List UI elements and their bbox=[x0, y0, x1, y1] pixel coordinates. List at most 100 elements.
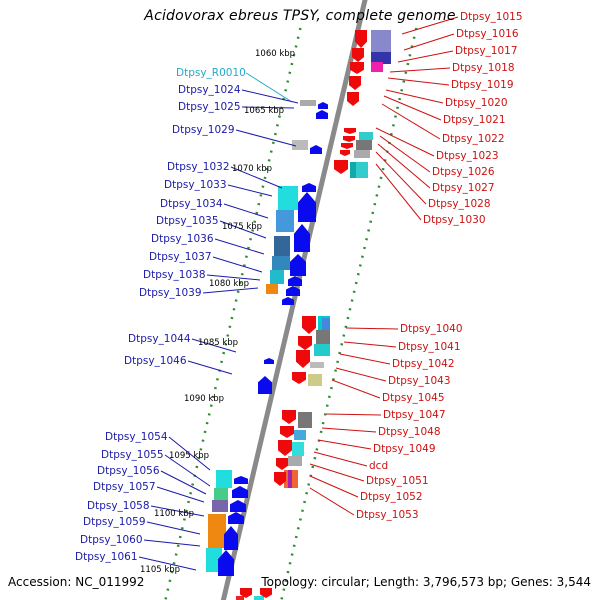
gene-block bbox=[236, 596, 244, 600]
gene-label: Dtpsy_1040 bbox=[400, 323, 463, 335]
leader-line bbox=[223, 203, 269, 219]
reverse-gene-arrow bbox=[276, 458, 288, 470]
forward-gene-arrow bbox=[258, 376, 272, 394]
leader-line bbox=[214, 238, 265, 255]
gene-label: Dtpsy_1038 bbox=[143, 269, 206, 281]
forward-gene-arrow bbox=[230, 500, 246, 512]
leader-line bbox=[219, 220, 267, 239]
forward-gene-arrow bbox=[318, 102, 328, 109]
gene-block bbox=[288, 470, 292, 488]
gene-block bbox=[356, 140, 372, 150]
accession-text: Accession: NC_011992 bbox=[8, 575, 145, 589]
genome-title: Acidovorax ebreus TPSY, complete genome bbox=[144, 8, 456, 24]
gene-label: Dtpsy_1048 bbox=[378, 426, 441, 438]
reverse-gene-arrow bbox=[340, 150, 350, 156]
gene-label: Dtpsy_1028 bbox=[428, 198, 491, 210]
forward-gene-arrow bbox=[290, 254, 306, 276]
leader-line bbox=[230, 166, 283, 189]
gene-block bbox=[298, 412, 312, 428]
leader-line bbox=[168, 436, 211, 471]
reverse-gene-arrow bbox=[355, 30, 367, 48]
gene-block bbox=[208, 514, 226, 548]
gene-label: Dtpsy_1045 bbox=[382, 392, 445, 404]
leader-line bbox=[325, 413, 382, 416]
leader-line bbox=[187, 360, 233, 375]
reverse-gene-arrow bbox=[302, 316, 316, 334]
kbp-label: 1085 kbp bbox=[198, 338, 238, 348]
leader-line bbox=[387, 77, 450, 86]
reverse-gene-arrow bbox=[280, 426, 294, 438]
gene-block bbox=[300, 100, 316, 106]
leader-line bbox=[379, 135, 431, 173]
leader-line bbox=[164, 454, 211, 487]
gene-block bbox=[266, 284, 278, 294]
gene-block bbox=[359, 132, 373, 140]
gene-block bbox=[350, 162, 356, 178]
gene-label: Dtpsy_1017 bbox=[455, 45, 518, 57]
leader-line bbox=[241, 89, 299, 104]
leader-line bbox=[385, 89, 444, 104]
gene-label: Dtpsy_1027 bbox=[432, 182, 495, 194]
gene-block bbox=[214, 488, 228, 500]
forward-gene-arrow bbox=[218, 550, 234, 576]
gene-block bbox=[288, 456, 302, 466]
leader-line bbox=[345, 327, 399, 330]
gene-label: Dtpsy_R0010 bbox=[176, 67, 246, 79]
reverse-gene-arrow bbox=[282, 410, 296, 424]
gene-label: Dtpsy_1035 bbox=[156, 215, 219, 227]
leader-line bbox=[331, 379, 381, 399]
leader-line bbox=[191, 338, 237, 353]
kbp-label: 1080 kbp bbox=[209, 279, 249, 289]
forward-gene-arrow bbox=[234, 476, 248, 484]
leader-line bbox=[235, 129, 297, 147]
leader-line bbox=[212, 256, 263, 273]
gene-label: Dtpsy_1049 bbox=[373, 443, 436, 455]
reverse-gene-arrow bbox=[260, 588, 272, 598]
forward-gene-arrow bbox=[288, 276, 302, 286]
gene-label: Dtpsy_1039 bbox=[139, 287, 202, 299]
leader-line bbox=[401, 16, 459, 35]
leader-line bbox=[397, 50, 454, 63]
gene-block bbox=[270, 270, 284, 284]
gene-block bbox=[254, 596, 264, 600]
kbp-label: 1060 kbp bbox=[255, 49, 295, 59]
forward-gene-arrow bbox=[294, 224, 310, 252]
leader-line bbox=[313, 451, 368, 467]
leader-line bbox=[383, 95, 442, 121]
gene-block bbox=[354, 150, 370, 158]
gene-label: dcd bbox=[369, 460, 388, 472]
leader-line bbox=[403, 33, 455, 51]
gene-label: Dtpsy_1042 bbox=[392, 358, 455, 370]
reverse-gene-arrow bbox=[350, 62, 364, 74]
reverse-gene-arrow bbox=[334, 160, 348, 174]
gene-label: Dtpsy_1056 bbox=[97, 465, 160, 477]
leader-line bbox=[143, 539, 201, 547]
gene-block bbox=[308, 374, 322, 386]
gene-block bbox=[292, 442, 304, 456]
gene-label: Dtpsy_1047 bbox=[383, 409, 446, 421]
forward-gene-arrow bbox=[298, 192, 316, 222]
forward-gene-arrow bbox=[232, 486, 248, 498]
gene-label: Dtpsy_1057 bbox=[93, 481, 156, 493]
leader-line bbox=[227, 184, 273, 197]
gene-block bbox=[371, 62, 383, 72]
gene-block bbox=[216, 470, 232, 488]
gene-label: Dtpsy_1044 bbox=[128, 333, 191, 345]
gene-block bbox=[292, 140, 308, 150]
leader-line bbox=[375, 127, 435, 157]
gene-label: Dtpsy_1023 bbox=[436, 150, 499, 162]
reverse-gene-arrow bbox=[349, 76, 361, 90]
leader-line bbox=[206, 274, 261, 281]
leader-line bbox=[321, 427, 377, 433]
gene-block bbox=[278, 186, 298, 210]
gene-label: Dtpsy_1026 bbox=[432, 166, 495, 178]
kbp-label: 1065 kbp bbox=[244, 106, 284, 116]
kbp-scale-labels: 1060 kbp 1065 kbp 1070 kbp 1075 kbp 1080 kbp… bbox=[140, 49, 295, 575]
leader-line bbox=[156, 486, 205, 503]
forward-gene-arrow bbox=[228, 512, 244, 524]
gene-label: Dtpsy_1046 bbox=[124, 355, 187, 367]
leader-line bbox=[138, 556, 197, 571]
reverse-gene-arrow bbox=[292, 372, 306, 384]
gene-label: Dtpsy_1060 bbox=[80, 534, 143, 546]
